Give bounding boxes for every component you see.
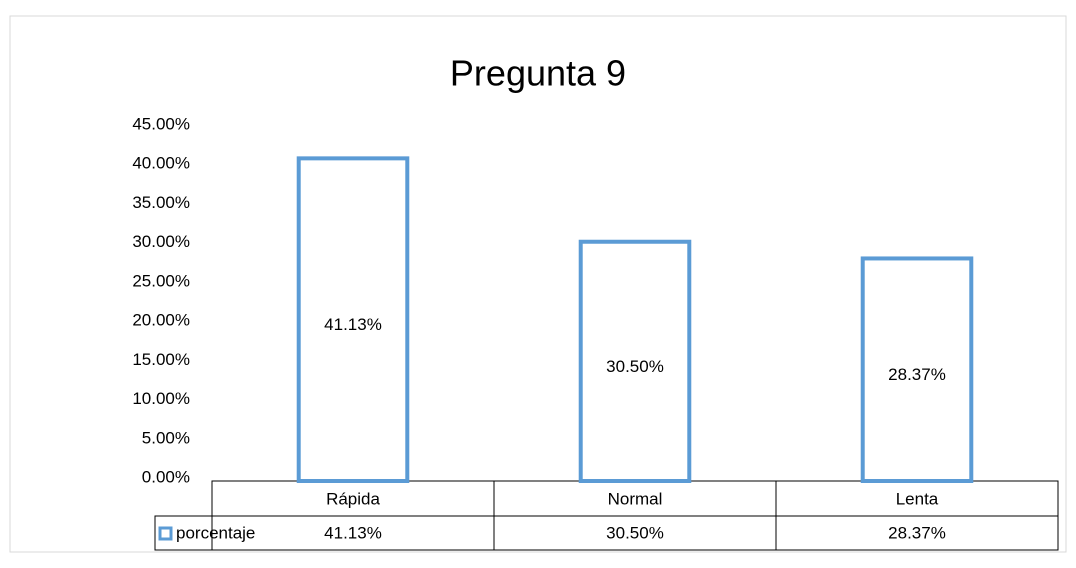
y-tick-label: 20.00% (132, 311, 190, 330)
legend-label: porcentaje (176, 523, 255, 542)
y-tick-label: 0.00% (142, 467, 190, 486)
x-tick-label: Normal (608, 489, 663, 508)
chart-border (9, 15, 1067, 553)
table-value-row (154, 515, 1059, 551)
table-value: 30.50% (606, 523, 664, 542)
y-tick-label: 10.00% (132, 389, 190, 408)
legend-key (158, 526, 173, 541)
y-tick-label: 15.00% (132, 350, 190, 369)
x-tick-label: Lenta (896, 489, 939, 508)
bar (860, 256, 974, 484)
bar (578, 239, 692, 483)
y-tick-label: 40.00% (132, 154, 190, 173)
x-tick-label: Rápida (326, 489, 380, 508)
value-label: 28.37% (888, 365, 946, 384)
value-label: 41.13% (324, 315, 382, 334)
y-tick-label: 25.00% (132, 271, 190, 290)
table-value: 41.13% (324, 523, 382, 542)
table-value: 28.37% (888, 523, 946, 542)
y-tick-label: 45.00% (132, 114, 190, 133)
y-tick-label: 5.00% (142, 428, 190, 447)
y-tick-label: 30.00% (132, 232, 190, 251)
bar (296, 156, 410, 483)
y-tick-label: 35.00% (132, 193, 190, 212)
chart-title: Pregunta 9 (450, 53, 626, 94)
value-label: 30.50% (606, 357, 664, 376)
